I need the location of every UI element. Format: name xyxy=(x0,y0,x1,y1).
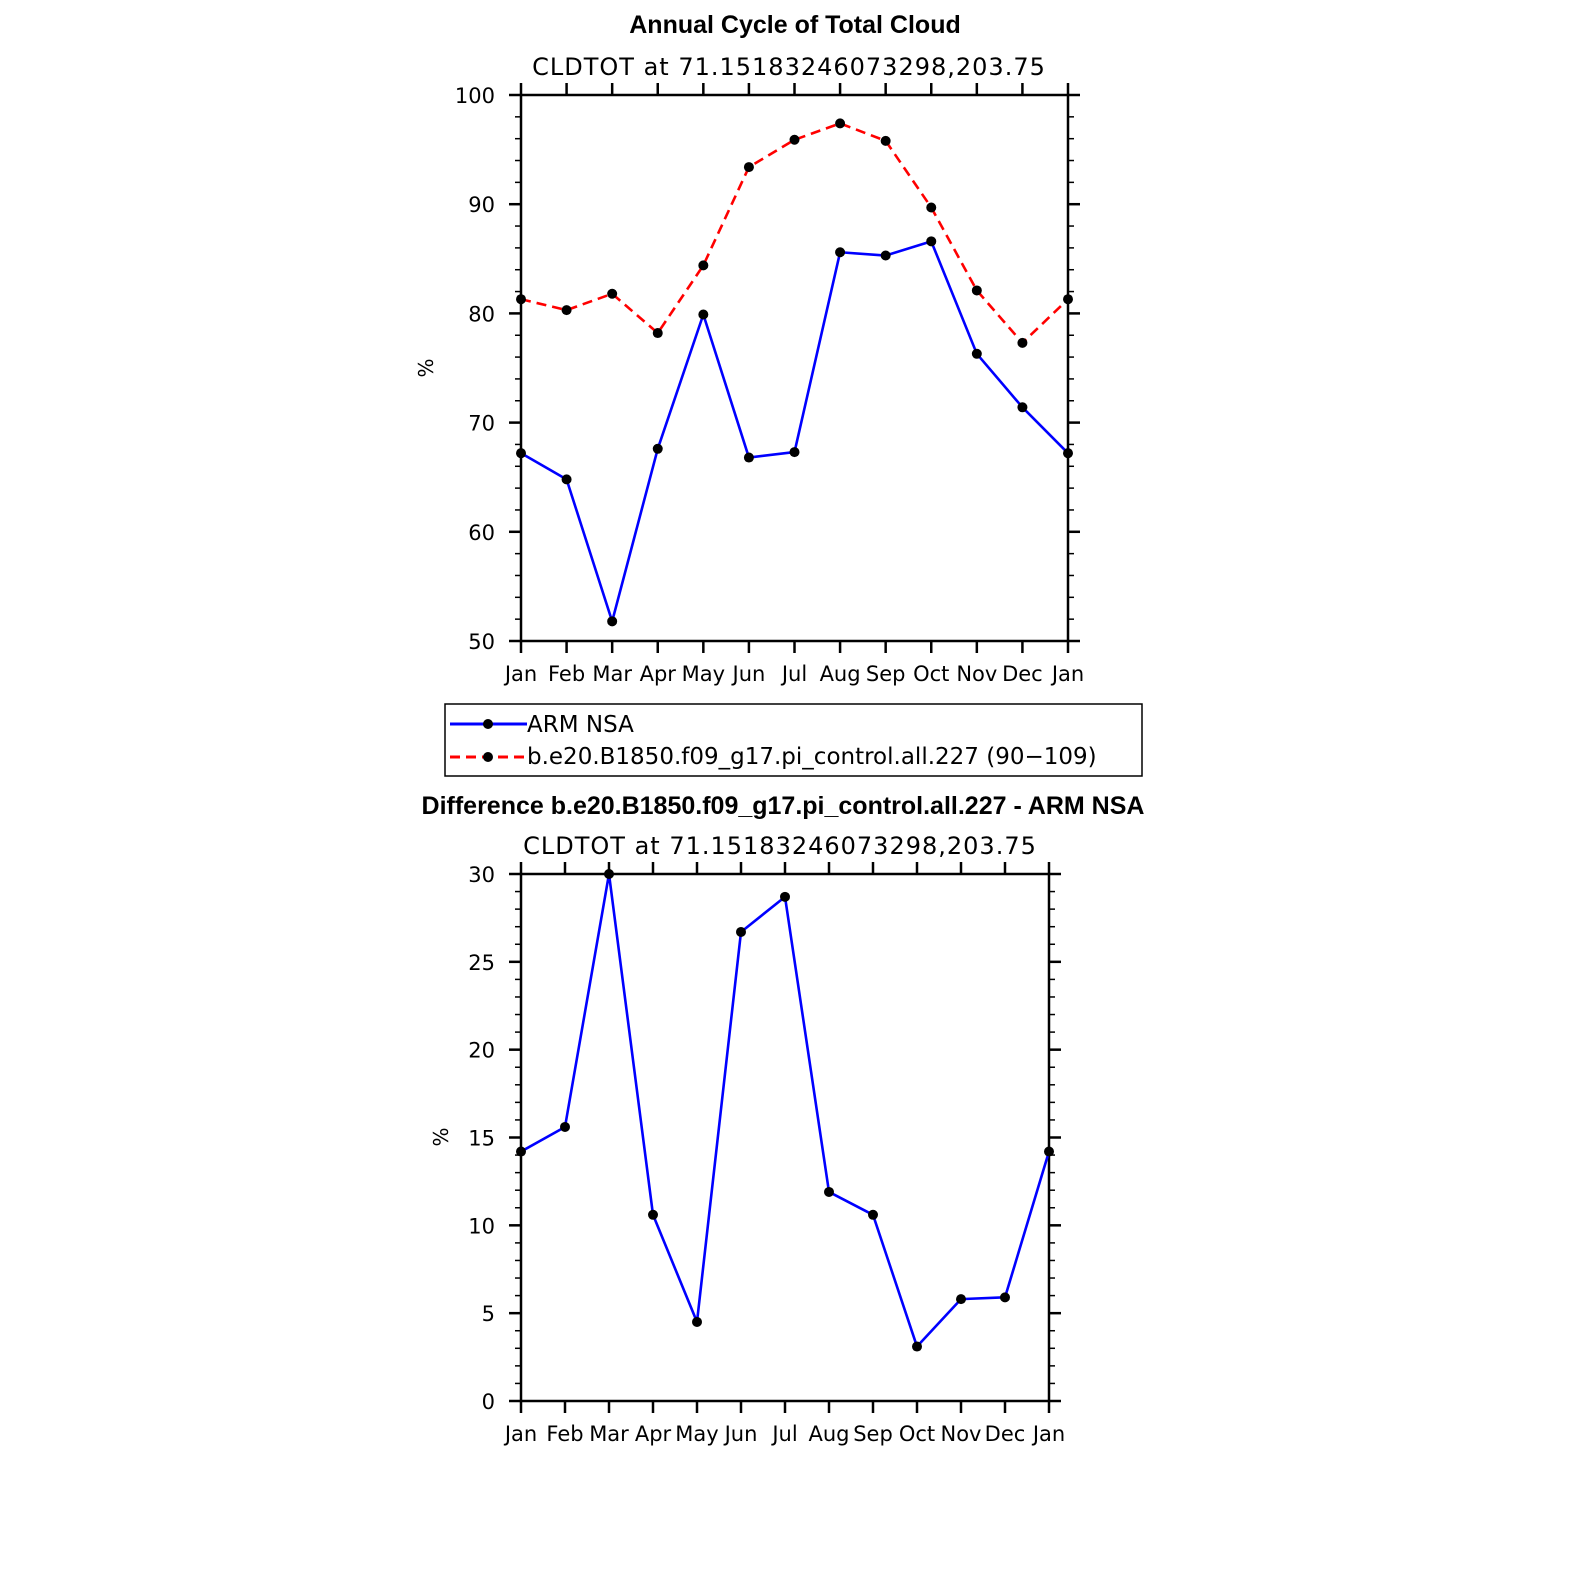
chart1-series-1-point xyxy=(971,285,982,296)
chart2-series-0-point xyxy=(560,1121,570,1132)
chart1-series-1-line xyxy=(520,122,1069,345)
chart2-xtick-label: Nov xyxy=(941,1422,982,1446)
chart2-xtick-label: Apr xyxy=(635,1422,672,1446)
chart1-series-0-point xyxy=(652,443,663,454)
chart2-xtick-label: May xyxy=(675,1422,718,1446)
chart1-series-0-point xyxy=(971,348,982,359)
chart1-xtick-label: Sep xyxy=(866,662,906,686)
chart2-series-0-point xyxy=(868,1209,878,1220)
chart1-series-0-point xyxy=(789,447,800,458)
chart2-series-0-point xyxy=(736,926,746,937)
chart1-ytick-label: 100 xyxy=(455,84,495,108)
chart1-series-0-point xyxy=(516,448,526,459)
chart2-series-0-point xyxy=(956,1294,966,1305)
legend-marker-model xyxy=(483,752,493,762)
chart1-title: Annual Cycle of Total Cloud xyxy=(629,11,960,39)
chart2-ylabel: % xyxy=(429,1127,453,1146)
chart1-ytick-label: 90 xyxy=(468,193,495,217)
chart1-xtick-label: Aug xyxy=(820,662,861,686)
chart1-series-0-point xyxy=(835,247,846,258)
chart1-series-1-point xyxy=(607,288,618,299)
chart1-series-0-point xyxy=(607,616,618,627)
chart1-series-1-point xyxy=(743,162,754,173)
chart2-xtick-label: Oct xyxy=(899,1422,935,1446)
chart1-ytick-label: 60 xyxy=(468,521,495,545)
chart1-series-0-point xyxy=(880,250,891,261)
chart1-series-1-point xyxy=(561,305,572,316)
chart2-ytick-label: 0 xyxy=(482,1390,495,1414)
chart1-xtick-label: Mar xyxy=(592,662,632,686)
legend-marker-arm xyxy=(483,719,493,729)
chart1-ytick-label: 70 xyxy=(468,412,495,436)
chart2-series-0-point xyxy=(1000,1292,1010,1303)
chart1-xtick-label: Jan xyxy=(1050,662,1084,686)
chart2-xtick-label: Dec xyxy=(985,1422,1026,1446)
chart2-xtick-label: Jan xyxy=(503,1422,537,1446)
chart2-ytick-label: 10 xyxy=(468,1214,495,1238)
chart2-xtick-label: Mar xyxy=(589,1422,629,1446)
chart1-ylabel: % xyxy=(414,358,438,377)
chart2-ytick-label: 25 xyxy=(468,951,495,975)
chart1-subtitle: CLDTOT at 71.15183246073298,203.75 xyxy=(532,53,1046,81)
chart2-series-0-point xyxy=(1044,1146,1054,1157)
chart1-frame xyxy=(519,93,1070,643)
chart2-series-0-point xyxy=(648,1209,658,1220)
chart2-plot: Jan Feb Mar Apr May Jun Jul Aug Sep Oct Nov Dec Jan0… xyxy=(429,862,1065,1446)
chart2-ytick-label: 30 xyxy=(468,863,495,887)
chart1-series-1-point xyxy=(880,135,891,146)
chart2-xtick-label: Jun xyxy=(723,1422,758,1446)
chart1-series-0-point xyxy=(1063,448,1073,459)
legend-box xyxy=(444,703,1143,777)
chart1-series-1-point xyxy=(1017,337,1028,348)
chart2-series-0-point xyxy=(824,1186,834,1197)
chart2-series-0-point xyxy=(912,1341,922,1352)
chart2-frame xyxy=(519,872,1051,1403)
chart1-series-0-point xyxy=(561,474,572,485)
chart1-series-1-point xyxy=(516,294,526,305)
chart2-xtick-label: Jan xyxy=(1031,1422,1065,1446)
chart1-xtick-label: Feb xyxy=(548,662,585,686)
legend-label-arm: ARM NSA xyxy=(527,712,634,738)
chart2-ytick-label: 20 xyxy=(468,1039,495,1063)
chart1-series-1-point xyxy=(652,328,663,339)
chart1-series-0-point xyxy=(743,452,754,463)
chart2-title: Difference b.e20.B1850.f09_g17.pi_contro… xyxy=(422,792,1145,820)
chart1-xtick-label: Apr xyxy=(640,662,677,686)
chart1-xtick-label: Oct xyxy=(913,662,949,686)
chart2-series-0-line xyxy=(520,872,1051,1348)
chart2-series-0-point xyxy=(604,869,614,879)
chart2-subtitle: CLDTOT at 71.15183246073298,203.75 xyxy=(523,832,1037,860)
chart2-xtick-label: Aug xyxy=(808,1422,849,1446)
chart1-series-1-point xyxy=(1063,294,1073,305)
chart1-plot: Jan Feb Mar Apr May Jun Jul Aug Sep Oct Nov Dec Jan 5… xyxy=(414,83,1084,686)
chart2-series-0-point xyxy=(780,891,790,902)
chart1-xtick-label: Jul xyxy=(780,662,807,686)
chart2-series-0-point xyxy=(692,1316,702,1327)
chart2-xtick-label: Feb xyxy=(546,1422,583,1446)
chart2-ytick-label: 5 xyxy=(482,1302,495,1326)
chart2-ytick-label: 15 xyxy=(468,1127,495,1151)
chart1-series-1-point xyxy=(789,134,800,145)
chart2-xtick-label: Jul xyxy=(770,1422,797,1446)
chart1-series-1-point xyxy=(926,202,937,213)
legend: ARM NSA b.e20.B1850.f09_g17.pi_control.a… xyxy=(444,703,1143,777)
chart1-series-1-point xyxy=(698,260,709,271)
chart2-xtick-label: Sep xyxy=(853,1422,893,1446)
chart1-series-0-point xyxy=(1017,402,1028,413)
chart1-xtick-label: Jun xyxy=(731,662,766,686)
chart1-ytick-label: 80 xyxy=(468,302,495,326)
chart1-xtick-label: Nov xyxy=(956,662,997,686)
chart1-series-0-point xyxy=(926,236,937,247)
chart1-xtick-label: May xyxy=(682,662,725,686)
chart1-ytick-label: 50 xyxy=(468,630,495,654)
chart1-series-0-point xyxy=(698,309,709,320)
legend-label-model: b.e20.B1850.f09_g17.pi_control.all.227 (… xyxy=(527,744,1097,770)
chart2-series-0-point xyxy=(516,1146,526,1157)
chart1-series-1-point xyxy=(835,118,846,129)
chart1-xtick-label: Dec xyxy=(1002,662,1043,686)
chart1-xtick-label: Jan xyxy=(503,662,537,686)
